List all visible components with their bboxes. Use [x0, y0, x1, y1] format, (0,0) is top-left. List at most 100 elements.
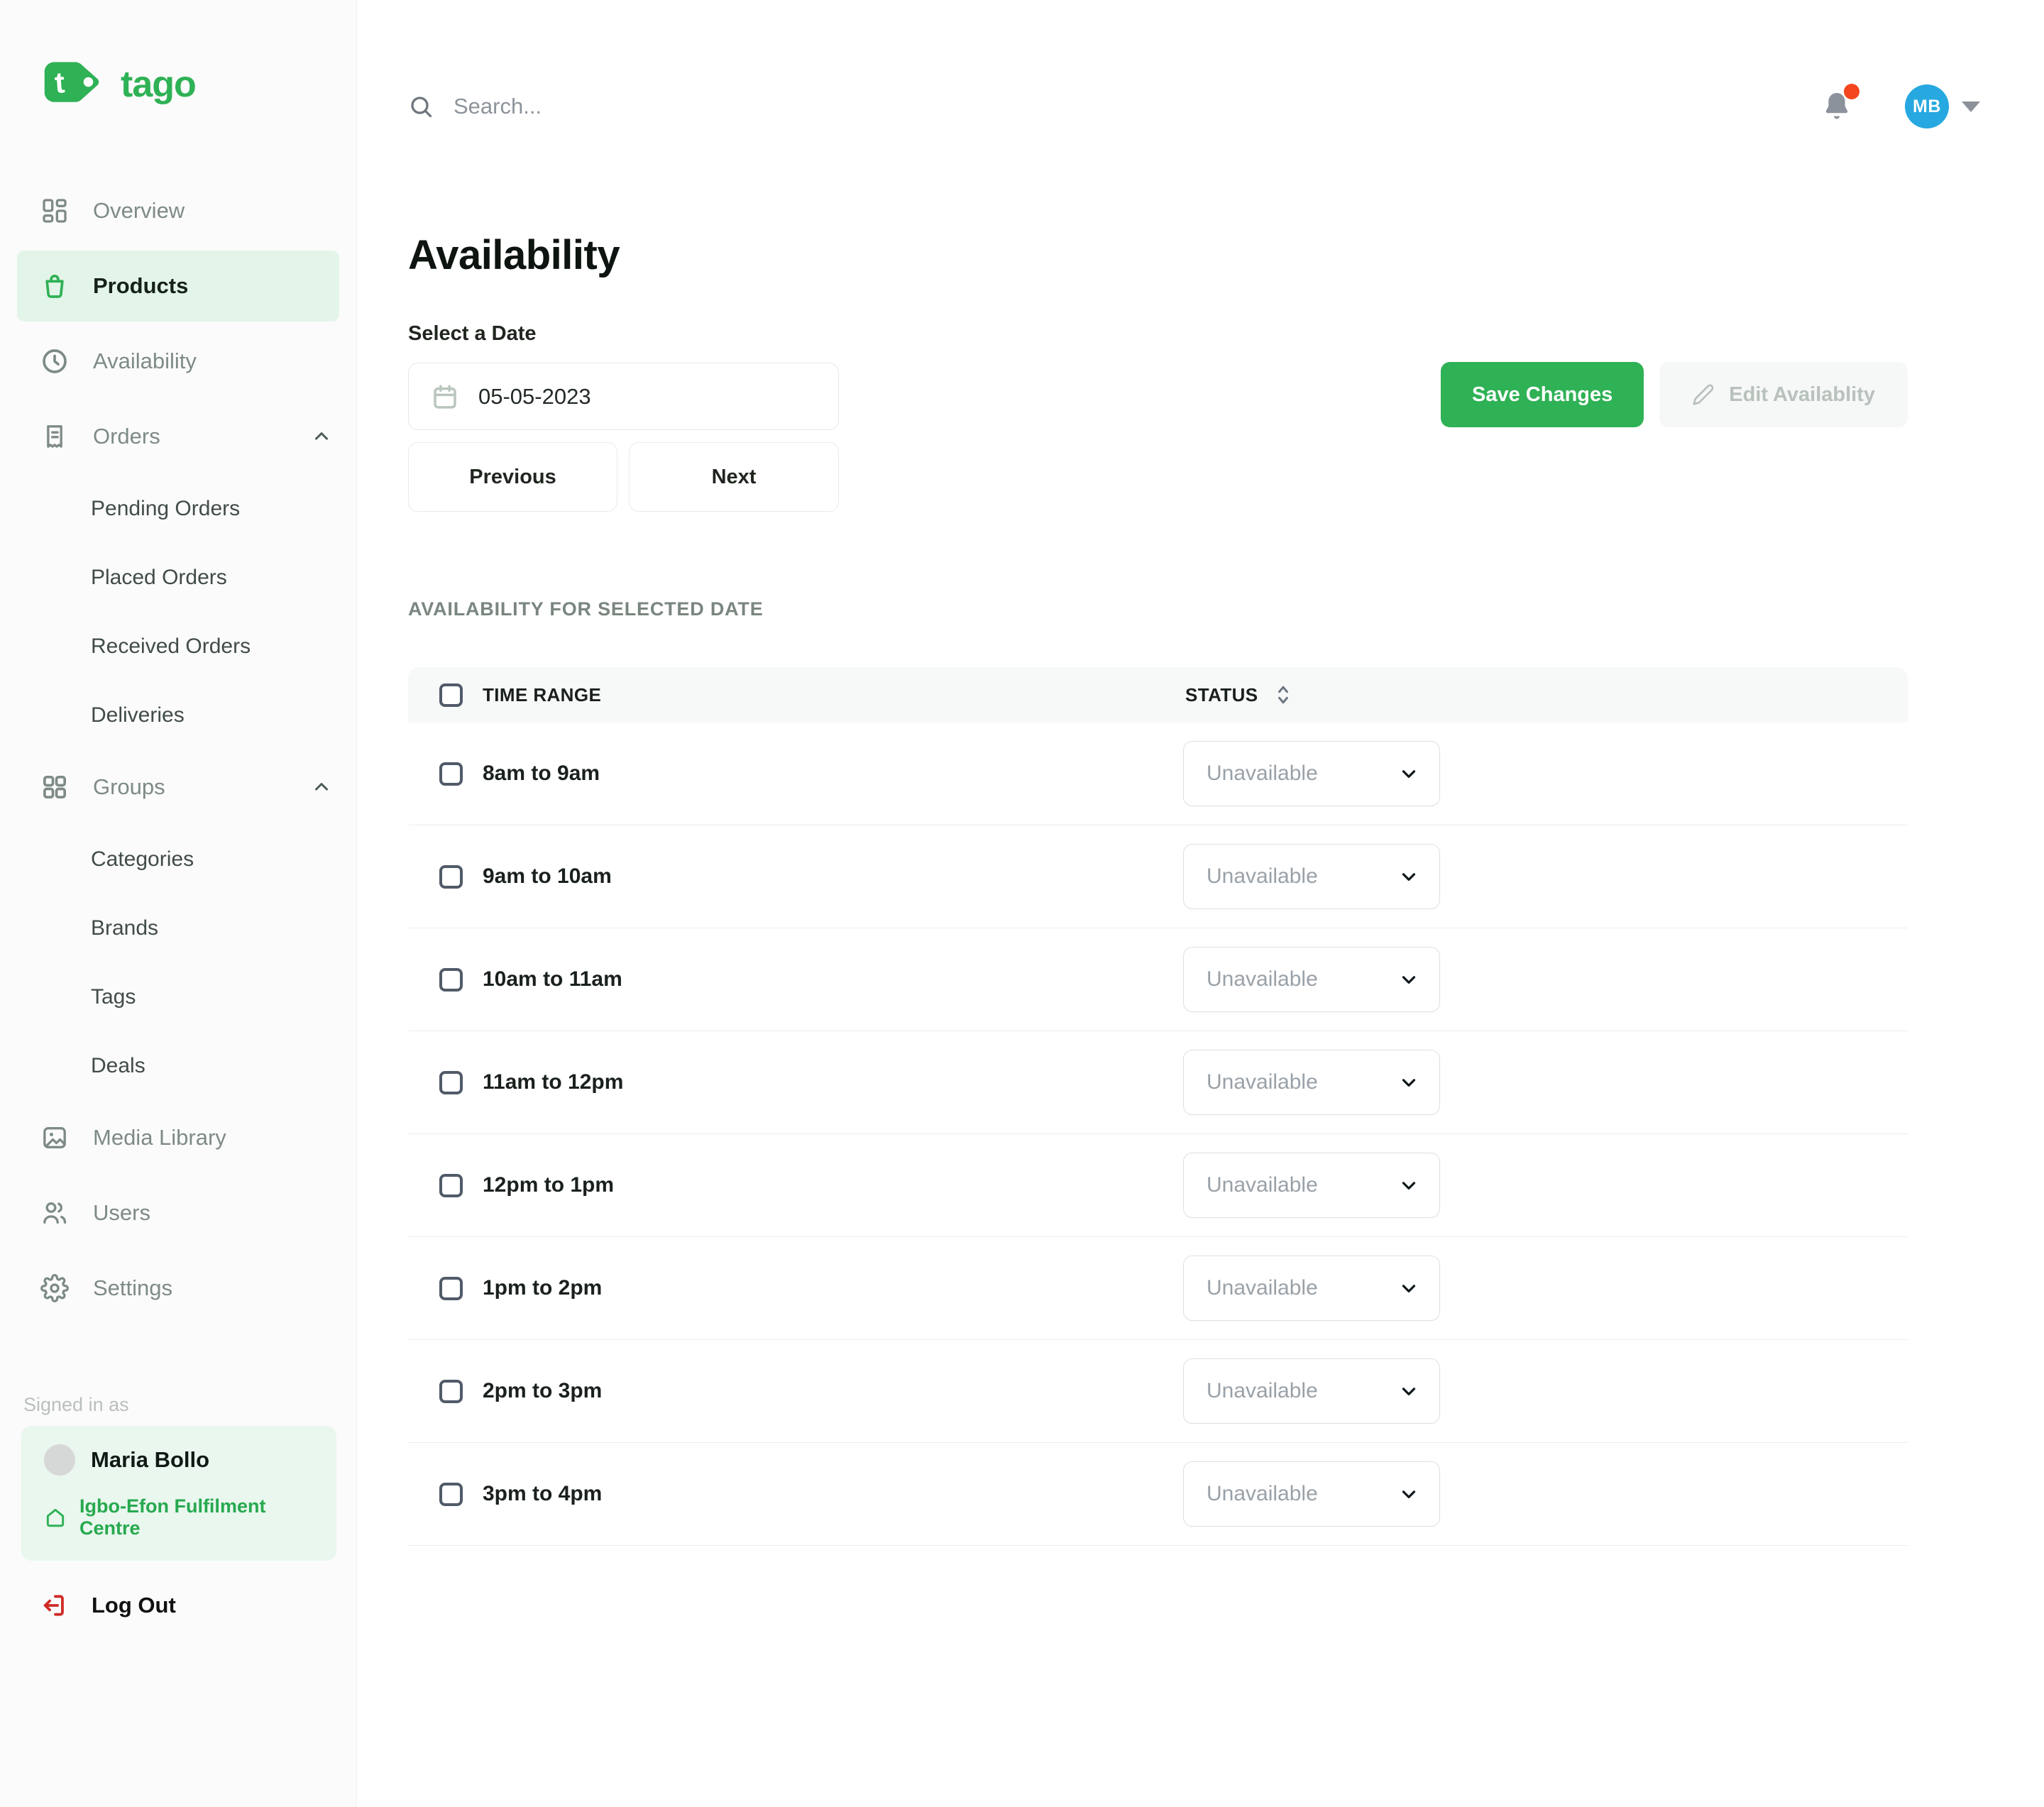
signed-in-user-card[interactable]: Maria Bollo Igbo-Efon Fulfilment Centre	[21, 1426, 336, 1561]
search-box	[408, 94, 808, 119]
select-date-label: Select a Date	[408, 322, 537, 345]
time-range-label: 10am to 11am	[483, 967, 622, 991]
account-menu[interactable]: MB	[1905, 84, 1980, 128]
chevron-down-icon	[1398, 866, 1419, 887]
sidebar-item-groups[interactable]: Groups	[0, 749, 356, 825]
table-row: 12pm to 1pm Unavailable	[408, 1134, 1908, 1237]
sidebar-nav: Overview Products Availability Orders Pe…	[0, 173, 356, 1326]
select-all-checkbox[interactable]	[439, 683, 463, 707]
sidebar-item-availability[interactable]: Availability	[0, 324, 356, 399]
avatar: MB	[1905, 84, 1949, 128]
row-checkbox[interactable]	[439, 1276, 463, 1300]
status-dropdown[interactable]: Unavailable	[1183, 947, 1440, 1012]
table-row: 8am to 9am Unavailable	[408, 723, 1908, 825]
grid-icon	[40, 773, 69, 801]
sidebar-item-received-orders[interactable]: Received Orders	[0, 612, 356, 681]
status-dropdown[interactable]: Unavailable	[1183, 1050, 1440, 1115]
status-dropdown[interactable]: Unavailable	[1183, 1153, 1440, 1218]
status-dropdown[interactable]: Unavailable	[1183, 844, 1440, 909]
chevron-up-icon	[311, 776, 332, 798]
row-checkbox[interactable]	[439, 1173, 463, 1197]
calendar-icon	[430, 382, 460, 412]
sidebar-item-placed-orders[interactable]: Placed Orders	[0, 543, 356, 612]
availability-table: TIME RANGE STATUS 8am to 9am Unavailable…	[408, 667, 1908, 1546]
sidebar-subitem-label: Pending Orders	[91, 496, 241, 520]
chevron-down-icon	[1398, 1380, 1419, 1402]
pencil-icon	[1692, 383, 1715, 406]
row-checkbox[interactable]	[439, 967, 463, 992]
status-dropdown[interactable]: Unavailable	[1183, 1358, 1440, 1424]
section-title: AVAILABILITY FOR SELECTED DATE	[408, 598, 764, 620]
row-checkbox[interactable]	[439, 1379, 463, 1403]
chevron-down-icon	[1398, 763, 1419, 784]
time-range-label: 12pm to 1pm	[483, 1173, 615, 1197]
column-header-status: STATUS	[1185, 683, 1258, 705]
clock-icon	[40, 347, 69, 375]
sidebar-item-brands[interactable]: Brands	[0, 894, 356, 962]
sidebar-item-deals[interactable]: Deals	[0, 1031, 356, 1100]
sidebar-item-users[interactable]: Users	[0, 1175, 356, 1251]
search-icon	[408, 94, 434, 119]
sidebar-item-label: Overview	[93, 198, 185, 223]
sidebar-item-label: Availability	[93, 348, 197, 373]
sidebar-item-label: Users	[93, 1200, 150, 1225]
search-input[interactable]	[454, 94, 808, 119]
row-checkbox[interactable]	[439, 1070, 463, 1094]
notifications-button[interactable]	[1820, 84, 1859, 125]
status-dropdown[interactable]: Unavailable	[1183, 1256, 1440, 1321]
table-row: 3pm to 4pm Unavailable	[408, 1443, 1908, 1546]
chevron-down-icon	[1398, 1483, 1419, 1505]
sidebar-item-label: Groups	[93, 774, 165, 799]
sidebar-item-media-library[interactable]: Media Library	[0, 1100, 356, 1175]
sidebar-item-categories[interactable]: Categories	[0, 825, 356, 894]
row-checkbox[interactable]	[439, 864, 463, 889]
user-name: Maria Bollo	[91, 1447, 210, 1472]
logout-button[interactable]: Log Out	[0, 1582, 356, 1629]
sidebar-item-products[interactable]: Products	[17, 251, 339, 322]
time-range-label: 1pm to 2pm	[483, 1276, 603, 1300]
edit-availability-button: Edit Availablity	[1659, 362, 1908, 427]
status-value: Unavailable	[1207, 1070, 1318, 1094]
column-header-time-range: TIME RANGE	[483, 683, 602, 705]
fulfilment-centre-name: Igbo-Efon Fulfilment Centre	[79, 1495, 266, 1539]
image-icon	[40, 1124, 69, 1152]
topbar-right: MB	[1820, 84, 1980, 128]
chevron-down-icon	[1398, 1072, 1419, 1093]
table-header: TIME RANGE STATUS	[408, 667, 1908, 723]
chevron-down-icon	[1398, 1278, 1419, 1299]
save-changes-button[interactable]: Save Changes	[1441, 362, 1644, 427]
next-button[interactable]: Next	[629, 442, 839, 512]
status-value: Unavailable	[1207, 1173, 1318, 1197]
sort-icon[interactable]	[1274, 683, 1292, 707]
date-value: 05-05-2023	[478, 383, 591, 409]
date-input[interactable]: 05-05-2023	[408, 363, 839, 430]
status-value: Unavailable	[1207, 1276, 1318, 1300]
sidebar-subitem-label: Categories	[91, 847, 194, 871]
sidebar-item-label: Media Library	[93, 1125, 226, 1150]
row-checkbox[interactable]	[439, 762, 463, 786]
sidebar-subitem-label: Deliveries	[91, 703, 185, 727]
table-row: 2pm to 3pm Unavailable	[408, 1340, 1908, 1443]
sidebar-item-label: Orders	[93, 424, 160, 449]
sidebar-item-overview[interactable]: Overview	[0, 173, 356, 248]
status-dropdown[interactable]: Unavailable	[1183, 741, 1440, 806]
shopping-bag-icon	[40, 272, 69, 300]
previous-button[interactable]: Previous	[408, 442, 617, 512]
sidebar-item-pending-orders[interactable]: Pending Orders	[0, 474, 356, 543]
edit-availability-label: Edit Availablity	[1729, 383, 1875, 406]
signed-in-as-label: Signed in as	[23, 1394, 129, 1415]
logout-icon	[39, 1592, 66, 1619]
users-icon	[40, 1199, 69, 1227]
time-range-label: 8am to 9am	[483, 762, 600, 785]
page-title: Availability	[408, 232, 620, 278]
sidebar-item-settings[interactable]: Settings	[0, 1251, 356, 1326]
row-checkbox[interactable]	[439, 1482, 463, 1506]
sidebar-item-deliveries[interactable]: Deliveries	[0, 681, 356, 749]
sidebar-item-tags[interactable]: Tags	[0, 962, 356, 1031]
sidebar-item-orders[interactable]: Orders	[0, 399, 356, 474]
table-row: 1pm to 2pm Unavailable	[408, 1237, 1908, 1340]
status-value: Unavailable	[1207, 762, 1318, 785]
topbar: MB	[408, 84, 2044, 129]
status-dropdown[interactable]: Unavailable	[1183, 1461, 1440, 1527]
sidebar: t tago Overview Products Availability O	[0, 0, 357, 1807]
